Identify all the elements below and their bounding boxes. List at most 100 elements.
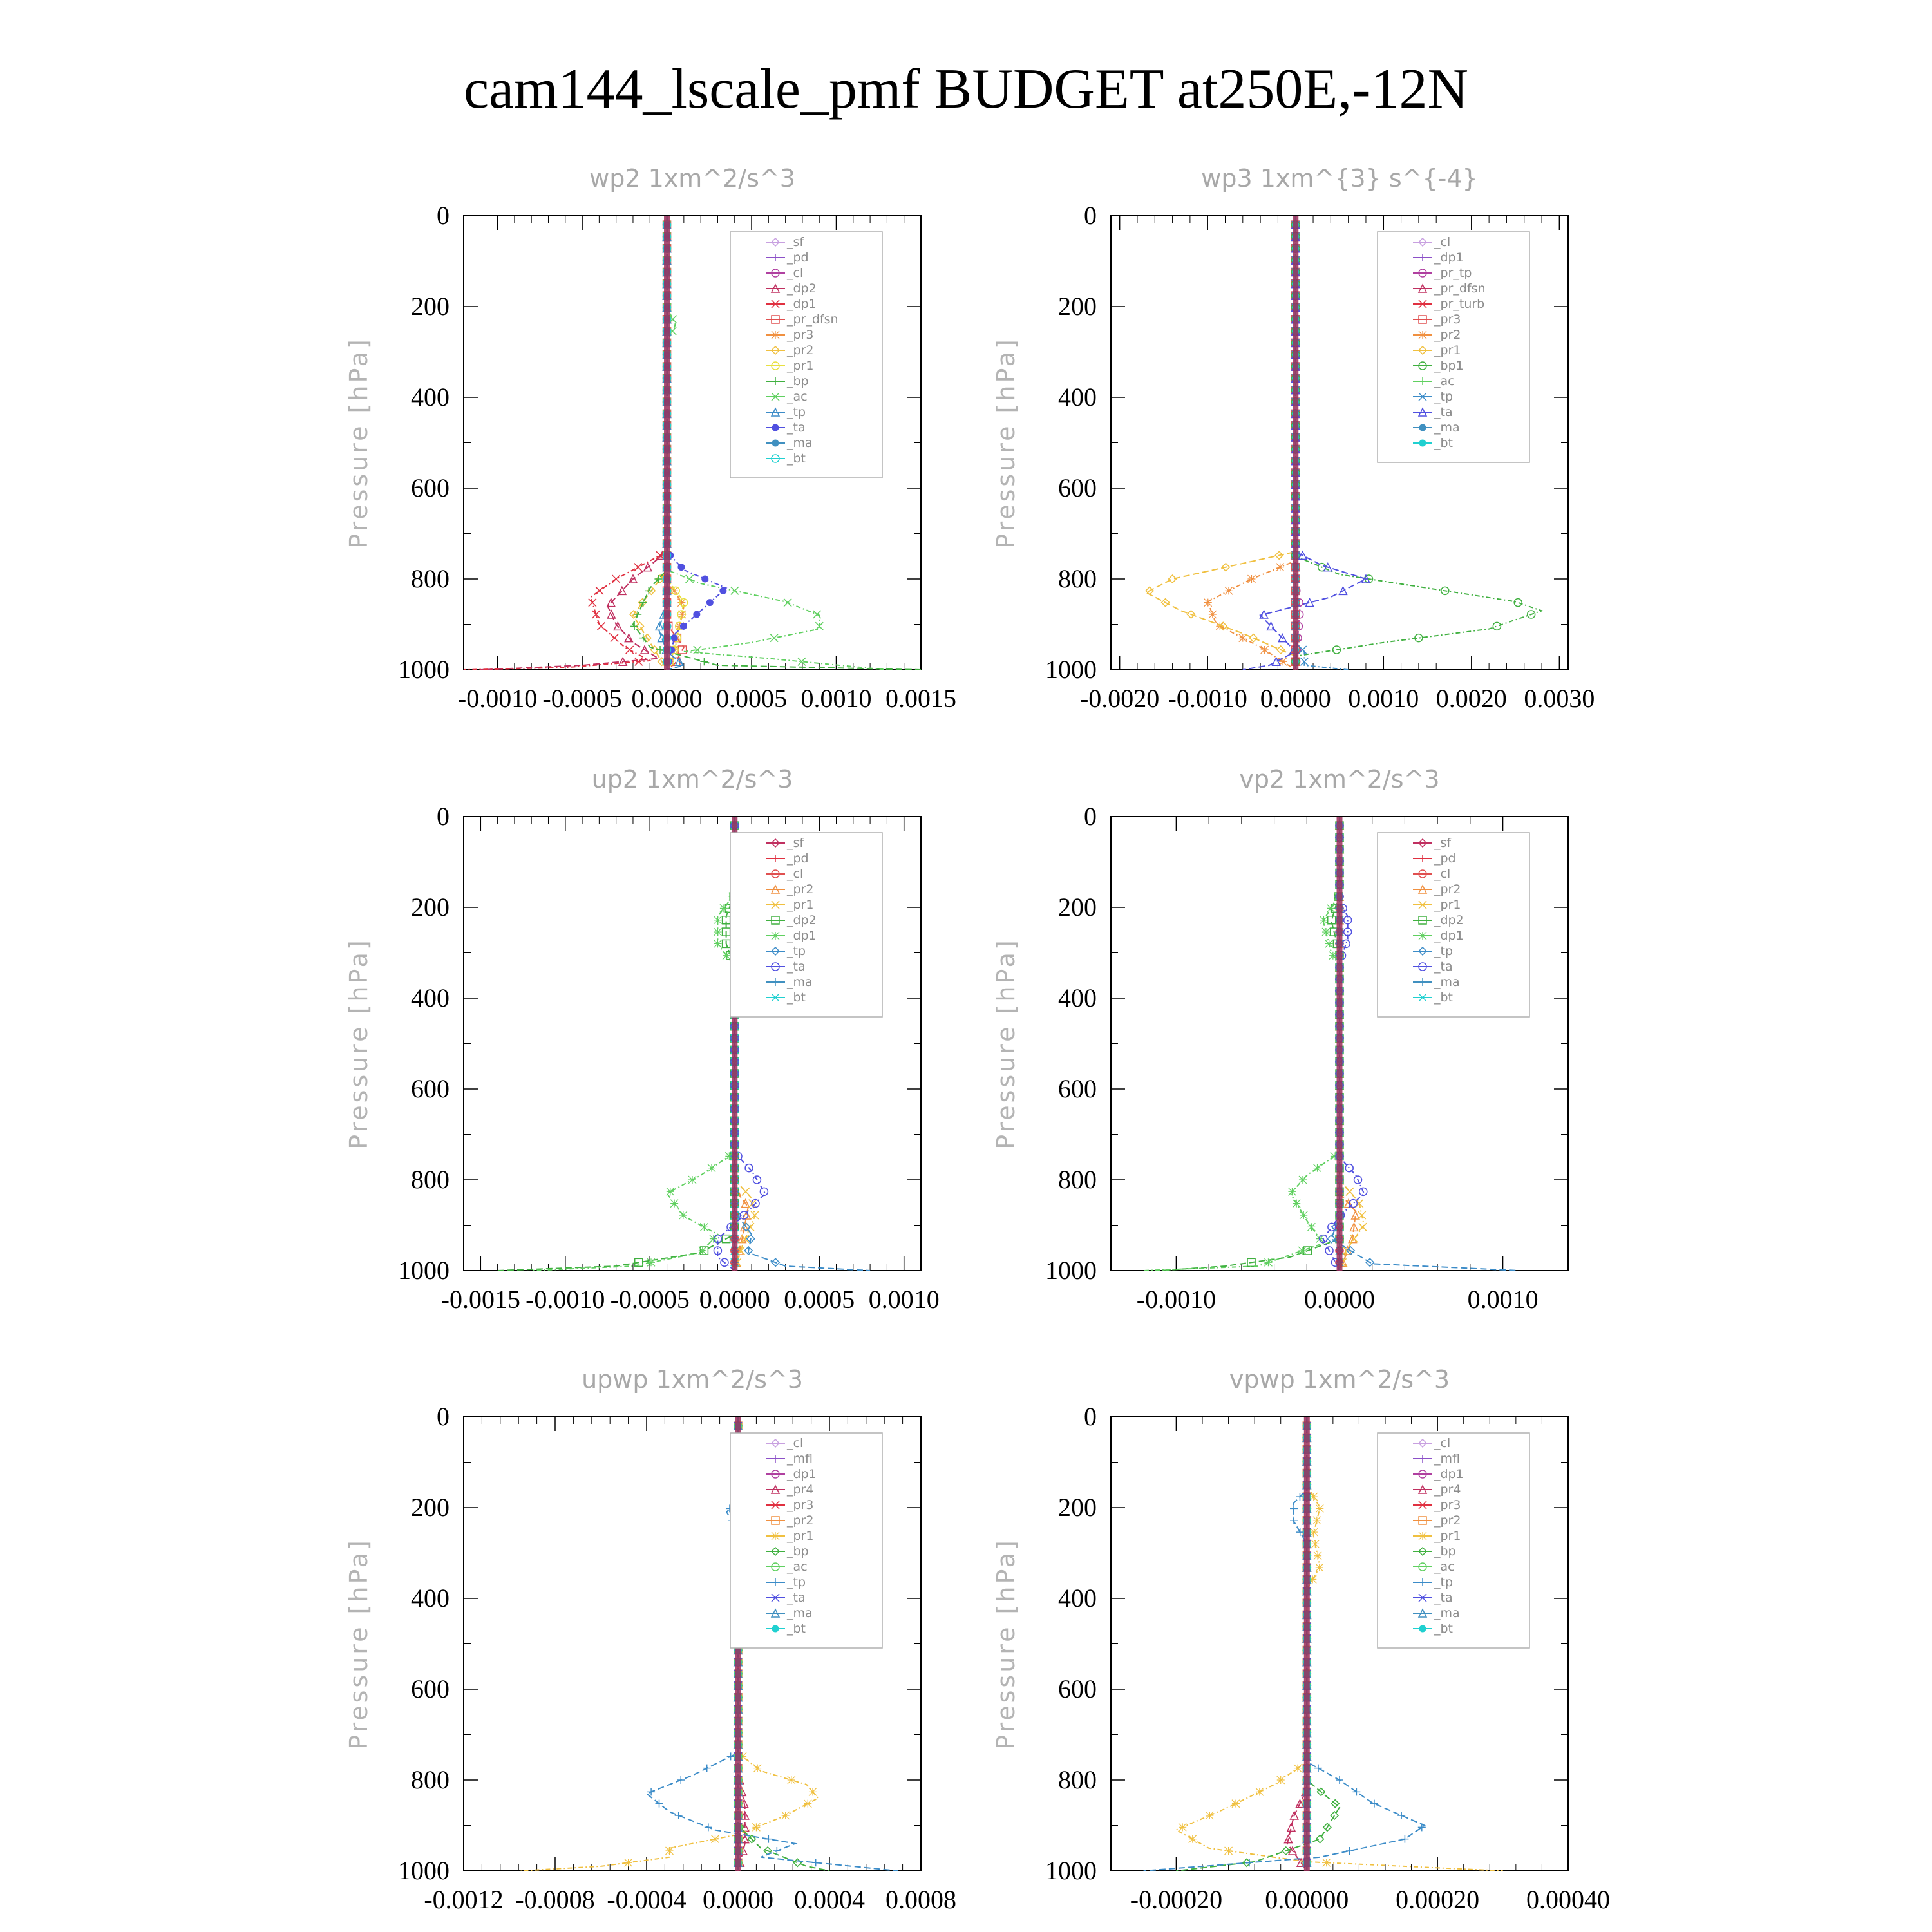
series-pr1-marker: [1315, 1504, 1324, 1513]
x-tick-label: 0.0010: [801, 684, 872, 713]
legend-pr1-marker: [771, 1531, 780, 1540]
series-dp1-marker: [1288, 1187, 1296, 1196]
series-dp1-marker: [625, 645, 634, 654]
series-ta-marker: [720, 1258, 729, 1267]
legend-entry: _bp1: [1434, 359, 1464, 373]
series-dp1-marker: [1307, 1222, 1316, 1231]
x-tick-label: 0.00020: [1396, 1885, 1479, 1914]
legend-bt-marker: [1418, 993, 1427, 1002]
x-tick-label: 0.0005: [716, 684, 787, 713]
series-line-tp: [658, 216, 686, 670]
legend-bt-marker: [772, 1625, 779, 1633]
legend-entry: _cl: [1434, 235, 1450, 249]
series-tp-marker: [674, 656, 685, 667]
legend-entry: _pr_turb: [1434, 297, 1484, 311]
series-ta-marker: [1318, 1234, 1328, 1244]
x-tick-label: 0.0010: [1348, 684, 1419, 713]
legend-entry: _pd: [1434, 851, 1456, 866]
legend-cl-marker: [770, 1438, 781, 1448]
legend-entry: _dp1: [1434, 1467, 1464, 1481]
series-dp1-marker: [634, 657, 643, 666]
series-line-ac: [666, 216, 887, 670]
series-ta-marker: [752, 1175, 762, 1184]
legend-dp1-marker: [1418, 931, 1427, 940]
legend-entry: _tp: [786, 1575, 806, 1589]
series-pr1-marker: [1255, 1787, 1264, 1796]
series-pr1-marker: [1160, 598, 1170, 607]
legend-entry: _dp1: [1434, 929, 1464, 943]
legend-pr1-marker: [1418, 1531, 1427, 1540]
series-tp-marker: [811, 1859, 820, 1867]
series-bp-marker: [1316, 1787, 1326, 1797]
series-ta-marker: [1271, 656, 1281, 667]
series-dp1-marker: [699, 1222, 708, 1231]
series-line-dp2: [480, 216, 668, 670]
series-dp1-marker: [670, 1199, 679, 1208]
series-bp-marker: [793, 1858, 802, 1868]
series-ta-marker: [1305, 597, 1314, 607]
legend-entry: _ma: [786, 436, 813, 450]
panel-title: wp2 1xm^2/s^3: [589, 164, 795, 193]
series-tp-marker: [1296, 1528, 1304, 1537]
series-dp1-marker: [612, 574, 621, 583]
series-bp1-marker: [1492, 621, 1502, 631]
legend-tp-marker: [1419, 1578, 1426, 1586]
series-pr4-marker: [740, 1810, 750, 1820]
series-ac-marker: [783, 598, 792, 607]
series-dp2-marker: [634, 1258, 643, 1267]
y-tick-label: 800: [1058, 1165, 1097, 1194]
legend-entry: _bt: [786, 451, 806, 466]
series-ta-marker: [701, 575, 709, 583]
series-pr2-marker: [1215, 621, 1224, 630]
legend-entry: _tp: [786, 405, 806, 419]
y-tick-label: 0: [437, 802, 450, 831]
x-tick-label: -0.0010: [526, 1285, 605, 1314]
y-tick-label: 1000: [398, 655, 450, 684]
legend-entry: _ac: [1434, 374, 1455, 388]
legend-entry: _cl: [1434, 867, 1450, 881]
legend-box: [1377, 1432, 1530, 1649]
series-bp1-marker: [1513, 598, 1522, 607]
legend-dp2-marker: [770, 283, 781, 293]
series-pr1-marker: [741, 1235, 750, 1244]
series-ac-marker: [685, 574, 694, 583]
series-line-ta: [666, 216, 728, 670]
series-pr1-marker: [1322, 1858, 1331, 1867]
legend-box: [730, 832, 883, 1018]
legend-entry: _pr1: [786, 359, 813, 373]
series-line-tp: [1294, 216, 1349, 670]
legend-bt-marker: [1419, 1625, 1426, 1633]
legend-entry: _ac: [1434, 1560, 1455, 1574]
series-pr1-marker: [1205, 1811, 1214, 1820]
y-tick-label: 1000: [398, 1856, 450, 1885]
series-pr1-marker: [1224, 1846, 1233, 1855]
panel-title: vp2 1xm^2/s^3: [1239, 765, 1439, 793]
series-pr2-marker: [1278, 657, 1287, 666]
series-line-tp: [1143, 1417, 1426, 1871]
series-ac-marker: [770, 634, 779, 643]
y-tick-label: 0: [1084, 802, 1097, 831]
series-pr2-marker: [1349, 1222, 1359, 1232]
legend-entry: _pr1: [1434, 898, 1461, 912]
legend-bp-marker: [772, 377, 779, 385]
series-pr1-marker: [1249, 633, 1258, 643]
series-pr1-marker: [741, 1187, 750, 1196]
legend-entry: _ta: [786, 421, 806, 435]
series-tp-marker: [1336, 1776, 1343, 1784]
series-pr1-marker: [679, 598, 688, 607]
series-tp-marker: [1290, 1516, 1298, 1524]
x-tick-label: -0.0008: [515, 1885, 594, 1914]
y-tick-label: 1000: [1045, 1856, 1097, 1885]
legend-entry: _mfl: [786, 1452, 813, 1466]
y-tick-label: 400: [411, 1584, 450, 1613]
series-ta-marker: [1353, 1175, 1363, 1184]
y-tick-label: 200: [1058, 893, 1097, 922]
series-pr1-marker: [1312, 1516, 1321, 1525]
series-tp-marker: [1365, 1258, 1375, 1267]
legend-pr2-marker: [771, 1516, 780, 1525]
series-ta-marker: [670, 634, 678, 642]
legend-entry: _ac: [786, 1560, 808, 1574]
y-tick-label: 0: [437, 201, 450, 230]
legend-entry: _sf: [786, 235, 804, 249]
series-dp1-marker: [679, 1211, 688, 1220]
